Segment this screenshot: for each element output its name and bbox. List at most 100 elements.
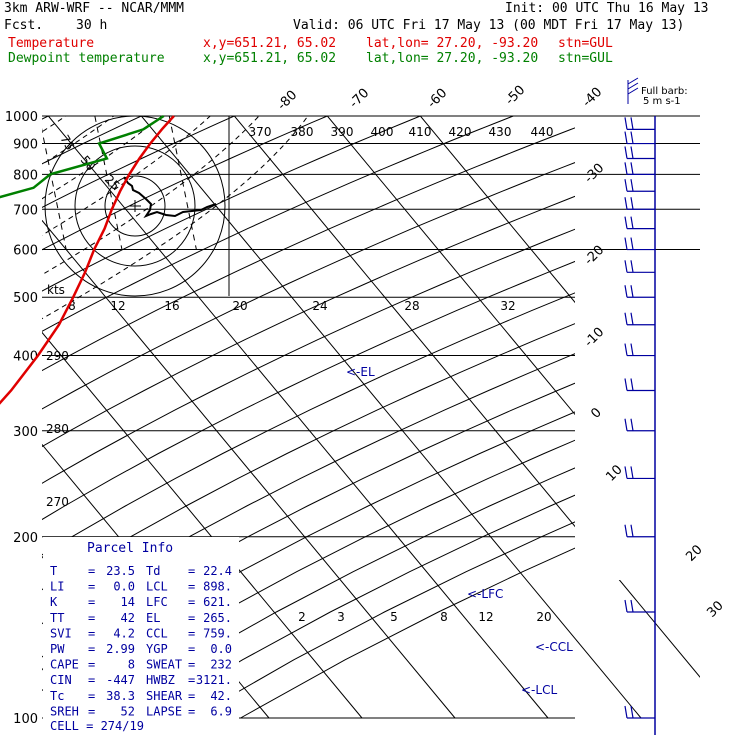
- mixing-ratio-5: [0, 116, 10, 250]
- parcel-eq: =: [88, 704, 95, 718]
- dewpoint-line: [0, 114, 165, 199]
- wind-barb-700: [624, 197, 655, 210]
- parcel-key: PW: [50, 642, 65, 656]
- wind-barb-350: [624, 378, 655, 392]
- dry-adiabat-20: [42, 116, 170, 719]
- parcel-value: 22.4: [203, 564, 232, 578]
- isotherm-30: [233, 116, 700, 719]
- parcel-eq: =: [88, 673, 95, 687]
- parcel-eq: =: [88, 611, 95, 625]
- parcel-value: 0.0: [113, 580, 135, 594]
- wind-barb-300: [624, 418, 655, 432]
- isotherm-label: -10: [582, 325, 608, 351]
- parcel-key: HWBZ: [146, 673, 175, 687]
- parcel-eq: =: [88, 580, 95, 594]
- parcel-value: 38.3: [106, 689, 135, 703]
- isotherm-40: [326, 116, 700, 719]
- temperature-line: [0, 115, 175, 405]
- dewpoint-legend-xy: x,y=651.21, 65.02: [203, 51, 337, 66]
- dry-adiabat-170: [47, 116, 700, 719]
- moist-adiabat-20: [42, 116, 132, 538]
- isobar-label-900: 900: [13, 138, 38, 153]
- wind-barbs: Full barb:5 m s-1: [624, 77, 688, 735]
- wind-barb-850: [624, 146, 655, 160]
- moist-adiabat-30: [42, 116, 225, 538]
- isotherm-label: 30: [704, 598, 726, 620]
- parcel-eq: =: [88, 626, 95, 640]
- mixing-ratio-12: [94, 116, 123, 250]
- isotherm-label: -60: [425, 86, 451, 112]
- wind-barb-250: [624, 466, 655, 480]
- parcel-eq: =: [188, 580, 195, 594]
- parcel-value: 23.5: [106, 564, 135, 578]
- isobar-label-700: 700: [13, 203, 38, 218]
- barb-key: Full barb:5 m s-1: [627, 77, 688, 107]
- isobar-label-100: 100: [13, 712, 38, 727]
- wind-barb-750: [624, 179, 655, 192]
- lfc-marker: <-LFC: [467, 587, 503, 601]
- parcel-key: LI: [50, 580, 64, 594]
- parcel-value: 2.99: [106, 642, 135, 656]
- temperature-legend-xy: x,y=651.21, 65.02: [203, 36, 337, 51]
- header-model: 3km ARW-WRF -- NCAR/MMM: [4, 1, 185, 16]
- mixing-ratio-20: [168, 116, 197, 250]
- dry-adiabat-40: [42, 116, 358, 719]
- hodograph-trace: [123, 176, 217, 219]
- isobar-label-400: 400: [13, 350, 38, 365]
- isotherm--10: [42, 116, 363, 719]
- parcel-value: 232: [210, 658, 232, 672]
- isotherm-label: -80: [275, 88, 301, 114]
- theta-label-380: 380: [291, 125, 314, 139]
- parcel-eq: =: [188, 564, 195, 578]
- theta-left-label: 290: [46, 349, 69, 363]
- parcel-eq: =: [188, 595, 195, 609]
- parcel-cell: CELL = 274/19: [50, 719, 144, 733]
- mixing-ratio-label-12: 12: [478, 610, 493, 624]
- wind-barb-200: [624, 524, 655, 538]
- parcel-value: 8: [128, 658, 135, 672]
- temperature-legend-stn: stn=GUL: [558, 36, 613, 51]
- dry-adiabat-210: [240, 116, 700, 719]
- parcel-info-background: [43, 537, 239, 732]
- hodograph-ring-label: 75: [57, 133, 77, 153]
- isotherm-label: 20: [683, 542, 705, 564]
- wind-barb-400: [624, 343, 655, 357]
- dewpoint-legend-latlon: lat,lon= 27.20, -93.20: [366, 51, 539, 66]
- theta-label-440: 440: [531, 125, 554, 139]
- theta-left-label: 270: [46, 495, 69, 509]
- hodograph-ring: [104, 175, 166, 237]
- diagram-labels: 370 380 390 400 410 420 430 440-80 -70 -60 -50 -40-…: [43, 83, 727, 733]
- mixing-ratio-label-3: 3: [337, 610, 345, 624]
- parcel-info-title: Parcel Info: [87, 541, 173, 556]
- barb-key-glyph: [627, 77, 639, 104]
- dry-adiabat-150: [42, 116, 700, 719]
- parcel-value: 898.: [203, 580, 232, 594]
- parcel-key: Td: [146, 564, 160, 578]
- mixing-ratio-label-5: 5: [390, 610, 398, 624]
- parcel-value: 3121.: [196, 673, 232, 687]
- parcel-value: 759.: [203, 626, 232, 640]
- dewpoint-legend-stn: stn=GUL: [558, 51, 613, 66]
- isobar-label-300: 300: [13, 425, 38, 440]
- theta-label-390: 390: [331, 125, 354, 139]
- wind-barb-800: [624, 162, 655, 175]
- mixing-ratio-8: [42, 116, 67, 250]
- mixing-ratio-label-20: 20: [536, 610, 551, 624]
- dry-adiabat-130: [42, 116, 700, 719]
- isotherm-label: -70: [347, 86, 373, 112]
- parcel-value: 14: [121, 595, 135, 609]
- parcel-eq: =: [88, 658, 95, 672]
- wind-barb-500: [624, 285, 655, 298]
- dry-adiabat-90: [42, 116, 700, 719]
- parcel-key: TT: [50, 611, 64, 625]
- parcel-eq: =: [88, 689, 95, 703]
- isotherm-label: -20: [582, 243, 608, 269]
- wind-barb-950: [624, 117, 655, 131]
- barb-key-line1: Full barb:: [641, 86, 688, 97]
- isotherm-label: -30: [582, 161, 608, 187]
- header-init: Init: 00 UTC Thu 16 May 13: [505, 1, 709, 16]
- sounding-data: [0, 114, 175, 405]
- dry-adiabat-140: [42, 116, 700, 719]
- parcel-eq: =: [88, 595, 95, 609]
- isotherm-label: -40: [580, 85, 606, 111]
